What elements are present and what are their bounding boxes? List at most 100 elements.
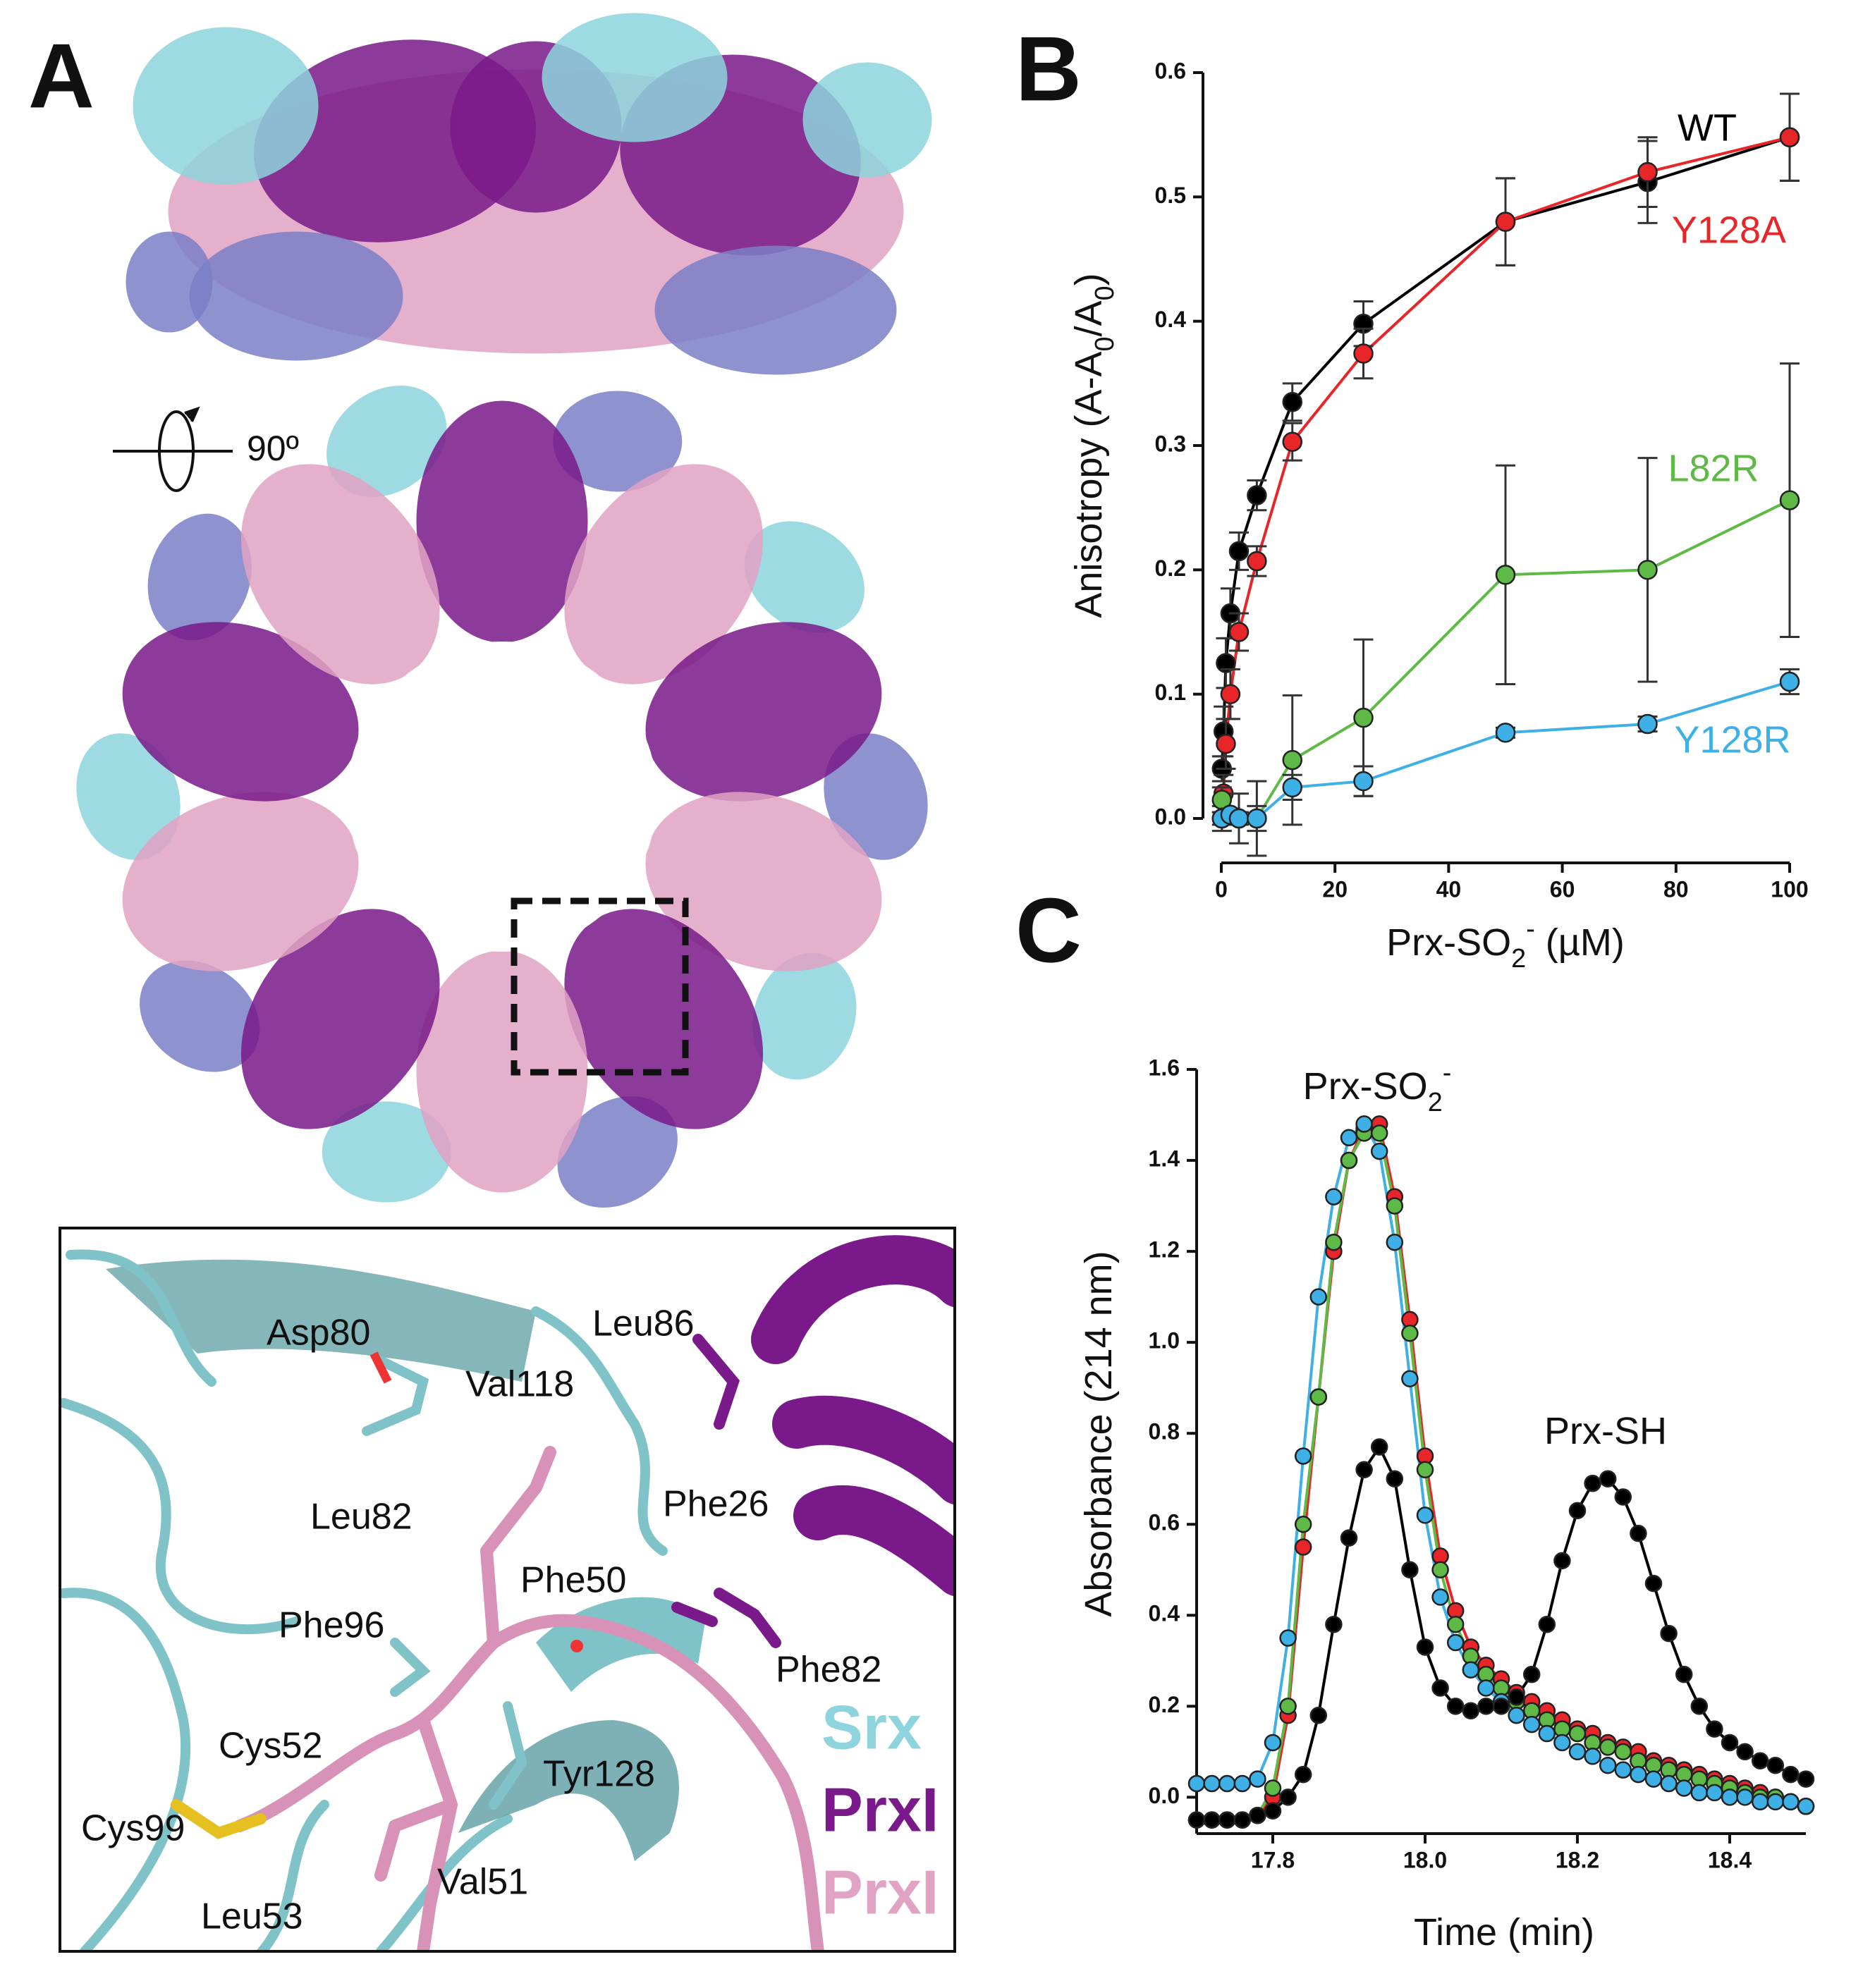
residue-label: Val118 (465, 1364, 574, 1405)
x-axis-label: Prx-SO2- (µM) (1386, 914, 1625, 974)
y-axis-label-part: 0 (1090, 286, 1120, 300)
x-axis-label-part: - (1526, 914, 1535, 944)
residue-label: Phe50 (520, 1560, 626, 1601)
data-point (1309, 1706, 1328, 1724)
data-point (1353, 707, 1374, 728)
y-tick-label: 0.6 (1149, 1510, 1180, 1535)
data-point (1233, 1774, 1252, 1793)
y-tick-label: 1.2 (1149, 1237, 1180, 1263)
y-tick-label: 0.0 (1149, 1783, 1180, 1808)
data-point (1309, 1288, 1328, 1306)
data-point (1355, 1115, 1373, 1133)
data-point (1660, 1624, 1678, 1643)
series-label: WT (1678, 106, 1737, 149)
data-point (1282, 777, 1302, 798)
inset-structure (60, 1228, 955, 1951)
annotation-part: Prx-SO (1303, 1065, 1428, 1107)
x-tick-label: 100 (1771, 876, 1808, 902)
data-point (1247, 551, 1267, 572)
residue-label: Asp80 (267, 1313, 370, 1354)
data-point (1675, 1779, 1693, 1797)
data-point (1325, 1188, 1343, 1205)
inset-frame (59, 1227, 956, 1953)
structure-shape (122, 792, 359, 971)
data-point (1462, 1661, 1480, 1679)
data-point (1782, 1765, 1800, 1784)
data-point (1495, 723, 1516, 743)
annotation: Prx-SH (1544, 1410, 1667, 1452)
x-tick-label: 18.0 (1403, 1847, 1447, 1872)
panel-label: B (1015, 17, 1082, 120)
data-point (1216, 653, 1236, 673)
data-point (1644, 1770, 1663, 1788)
data-point (1294, 1538, 1312, 1556)
data-point (1477, 1698, 1495, 1715)
data-point (1279, 1629, 1297, 1647)
y-tick-label: 1.6 (1149, 1055, 1180, 1080)
data-point (1706, 1784, 1723, 1802)
data-point (1294, 1765, 1312, 1784)
residue-label: Leu86 (592, 1303, 695, 1344)
data-point (1218, 1774, 1236, 1793)
data-point (1462, 1702, 1480, 1720)
x-tick-label: 20 (1322, 876, 1348, 902)
residue-label: Leu53 (201, 1896, 303, 1937)
data-point (1353, 771, 1374, 792)
data-point (1779, 127, 1800, 147)
data-point (1584, 1748, 1601, 1765)
y-tick-label: 1.0 (1149, 1328, 1180, 1354)
data-point (1446, 1698, 1465, 1715)
data-point (1264, 1779, 1282, 1797)
y-axis-label-part: /A (1068, 300, 1110, 336)
data-point (1675, 1665, 1693, 1683)
residue-label: Cys52 (219, 1726, 322, 1767)
y-tick-label: 1.4 (1149, 1146, 1180, 1172)
data-point (1782, 1793, 1800, 1811)
data-point (1264, 1734, 1282, 1752)
residue-label: Tyr128 (543, 1754, 655, 1795)
data-point (1614, 1761, 1632, 1779)
x-tick-label: 18.2 (1556, 1847, 1599, 1872)
data-point (1264, 1802, 1282, 1820)
data-point (1721, 1788, 1739, 1806)
structure-shape (654, 245, 897, 375)
y-tick-label: 0.6 (1155, 58, 1186, 83)
annotation-part: - (1443, 1058, 1452, 1088)
data-point (1766, 1793, 1785, 1811)
data-point (1495, 565, 1516, 585)
panel-label: C (1015, 878, 1082, 981)
data-point (1247, 808, 1267, 829)
data-point (1431, 1679, 1449, 1697)
structure-shape (126, 231, 213, 333)
data-point (1568, 1743, 1587, 1761)
data-point (1797, 1770, 1815, 1788)
data-point (1446, 1615, 1465, 1633)
x-axis-label-part: Prx-SO (1386, 921, 1511, 964)
data-point (1203, 1774, 1221, 1793)
data-point (1218, 1811, 1236, 1829)
x-tick-label: 60 (1550, 876, 1575, 902)
data-point (1353, 343, 1374, 364)
data-point (1431, 1561, 1449, 1579)
x-axis-label-part: 2 (1511, 944, 1526, 974)
legend-entry: PrxI (821, 1857, 939, 1927)
residue-label: Val51 (437, 1862, 528, 1903)
data-point (1249, 1806, 1266, 1824)
series-label: Y128R (1674, 718, 1790, 761)
zoom-box (511, 897, 689, 1076)
data-point (1508, 1706, 1525, 1724)
rotation-label: 90º (247, 429, 299, 468)
data-point (1779, 490, 1800, 510)
data-point (1495, 211, 1516, 232)
annotation-part: Prx-SH (1544, 1410, 1667, 1452)
data-point (1690, 1784, 1709, 1802)
data-point (1706, 1720, 1723, 1738)
data-point (1370, 1142, 1388, 1160)
data-point (1538, 1724, 1556, 1743)
y-axis-label: Anisotropy (A-A0/A0) (1068, 273, 1120, 618)
data-point (1660, 1774, 1678, 1793)
data-point (1614, 1488, 1632, 1506)
y-tick-label: 0.0 (1155, 804, 1186, 829)
x-tick-label: 0 (1215, 876, 1228, 902)
data-point (1751, 1752, 1769, 1770)
